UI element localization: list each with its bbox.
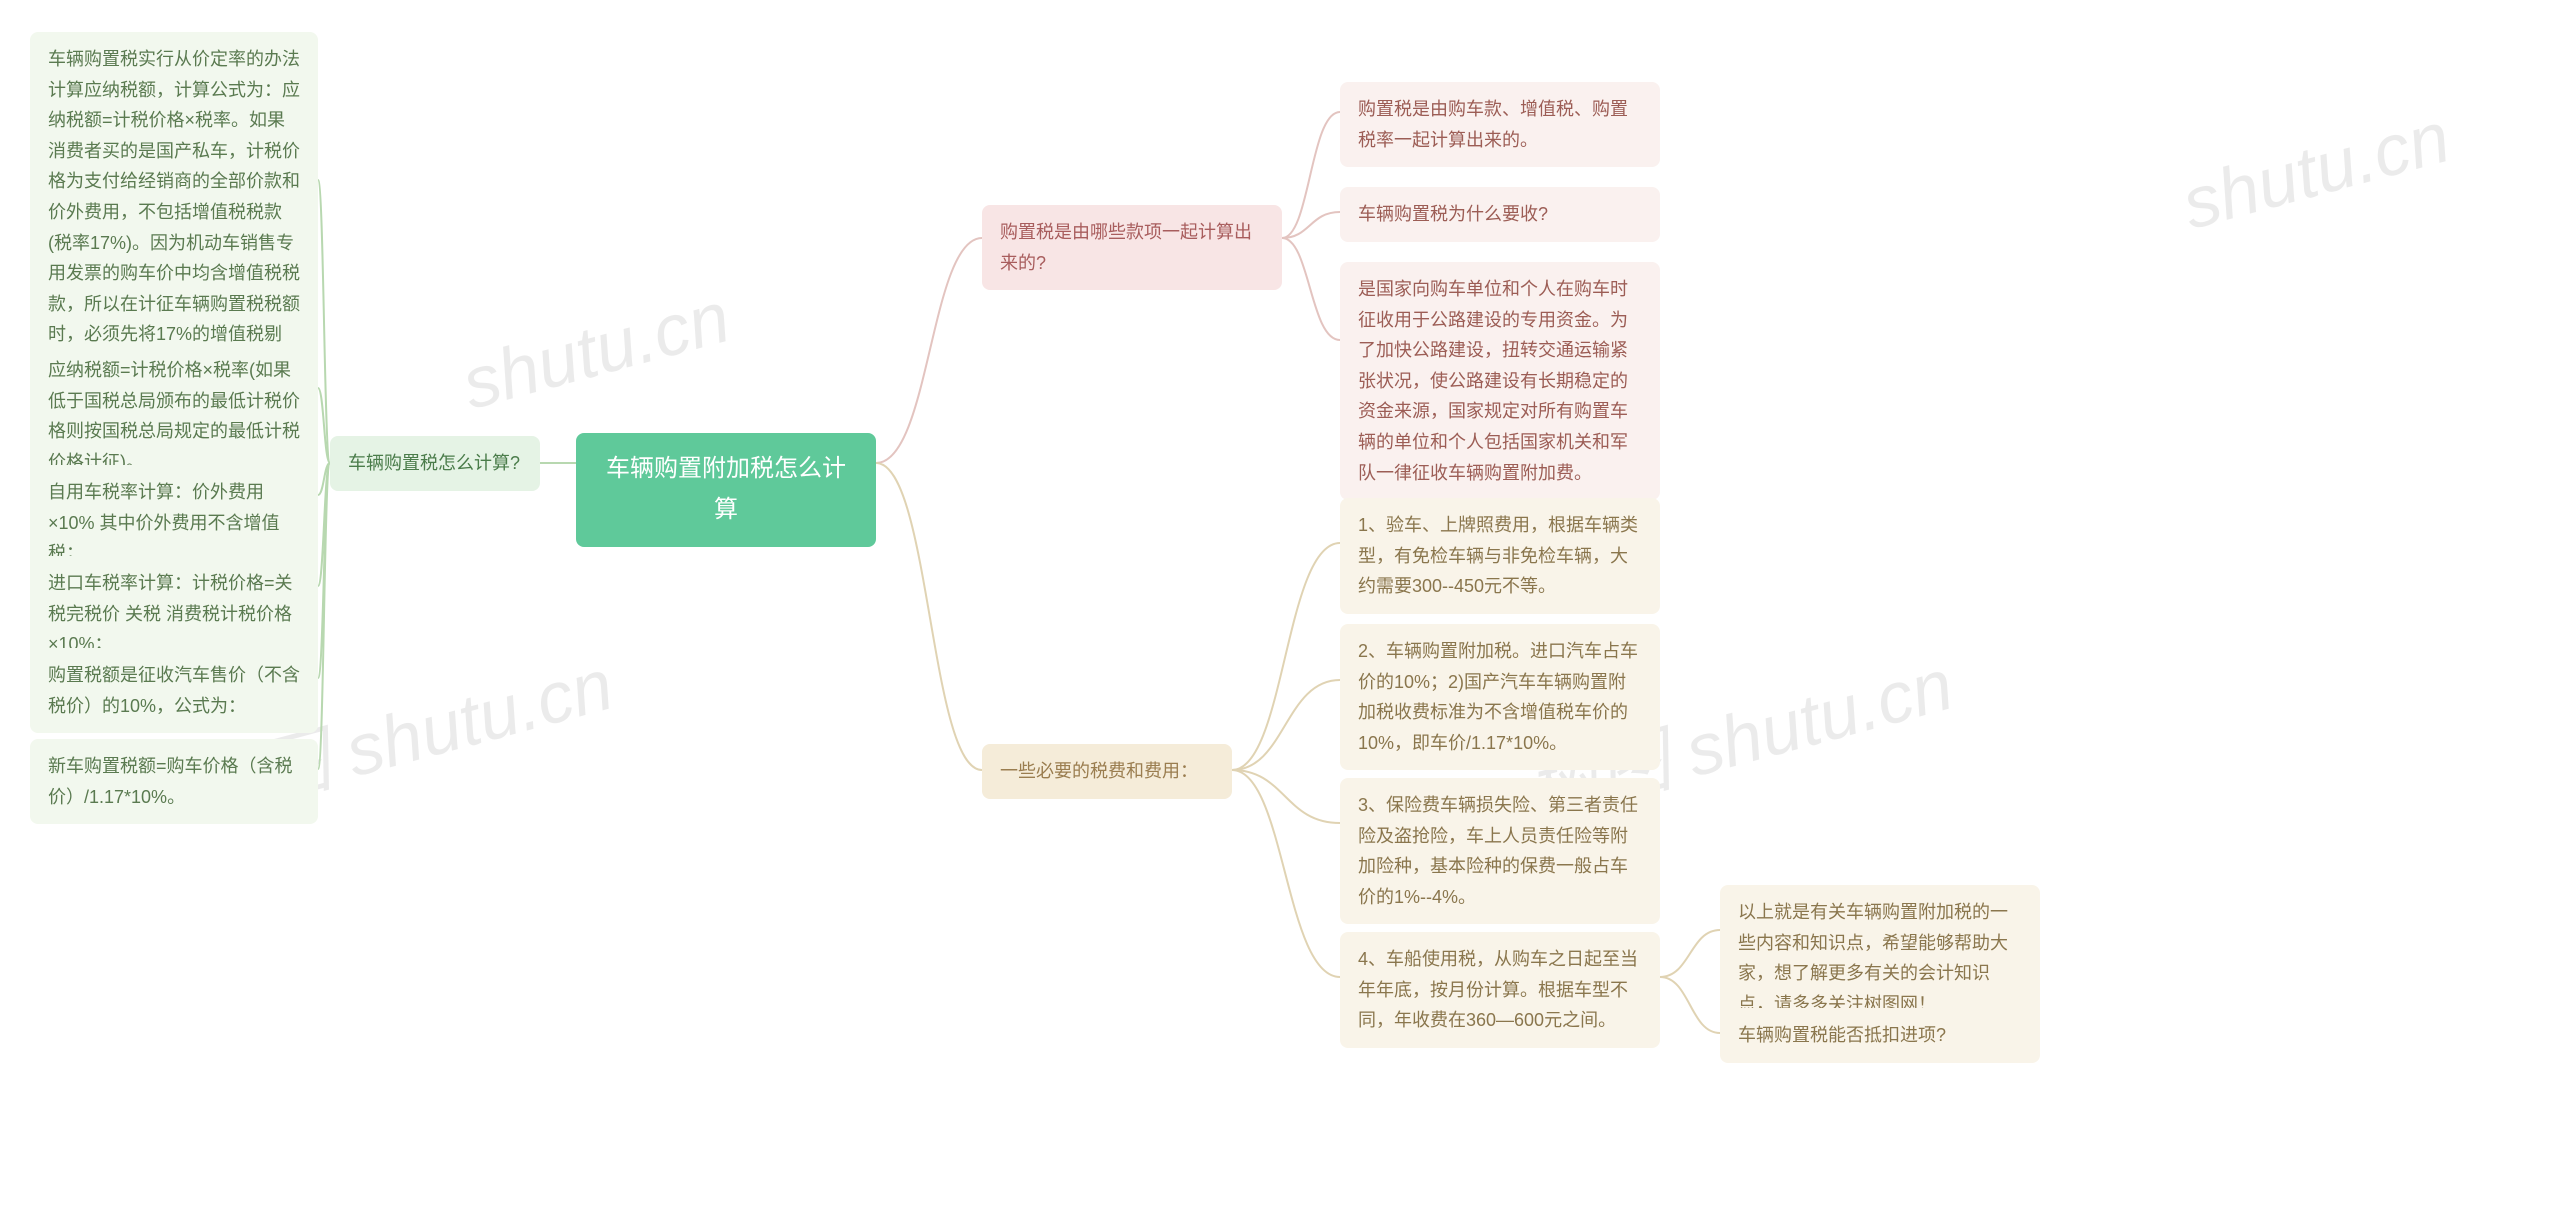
watermark: shutu.cn	[2174, 96, 2458, 246]
branch-how-calculate[interactable]: 车辆购置税怎么计算?	[330, 436, 540, 491]
leaf-node[interactable]: 3、保险费车辆损失险、第三者责任险及盗抢险，车上人员责任险等附加险种，基本险种的…	[1340, 778, 1660, 924]
leaf-node[interactable]: 购置税是由购车款、增值税、购置税率一起计算出来的。	[1340, 82, 1660, 167]
leaf-node[interactable]: 车辆购置税为什么要收?	[1340, 187, 1660, 242]
leaf-node[interactable]: 车辆购置税能否抵扣进项?	[1720, 1008, 2040, 1063]
leaf-node[interactable]: 2、车辆购置附加税。进口汽车占车价的10%；2)国产汽车车辆购置附加税收费标准为…	[1340, 624, 1660, 770]
watermark: shutu.cn	[454, 276, 738, 426]
leaf-node[interactable]: 1、验车、上牌照费用，根据车辆类型，有免检车辆与非免检车辆，大约需要300--4…	[1340, 498, 1660, 614]
center-node[interactable]: 车辆购置附加税怎么计算	[576, 433, 876, 547]
leaf-node[interactable]: 是国家向购车单位和个人在购车时征收用于公路建设的专用资金。为了加快公路建设，扭转…	[1340, 262, 1660, 500]
leaf-node[interactable]: 购置税额是征收汽车售价（不含税价）的10%，公式为：	[30, 648, 318, 733]
branch-which-items[interactable]: 购置税是由哪些款项一起计算出来的?	[982, 205, 1282, 290]
connector-layer	[0, 0, 2560, 1211]
leaf-node[interactable]: 新车购置税额=购车价格（含税价）/1.17*10%。	[30, 739, 318, 824]
leaf-node[interactable]: 4、车船使用税，从购车之日起至当年年底，按月份计算。根据车型不同，年收费在360…	[1340, 932, 1660, 1048]
branch-necessary-fees[interactable]: 一些必要的税费和费用：	[982, 744, 1232, 799]
